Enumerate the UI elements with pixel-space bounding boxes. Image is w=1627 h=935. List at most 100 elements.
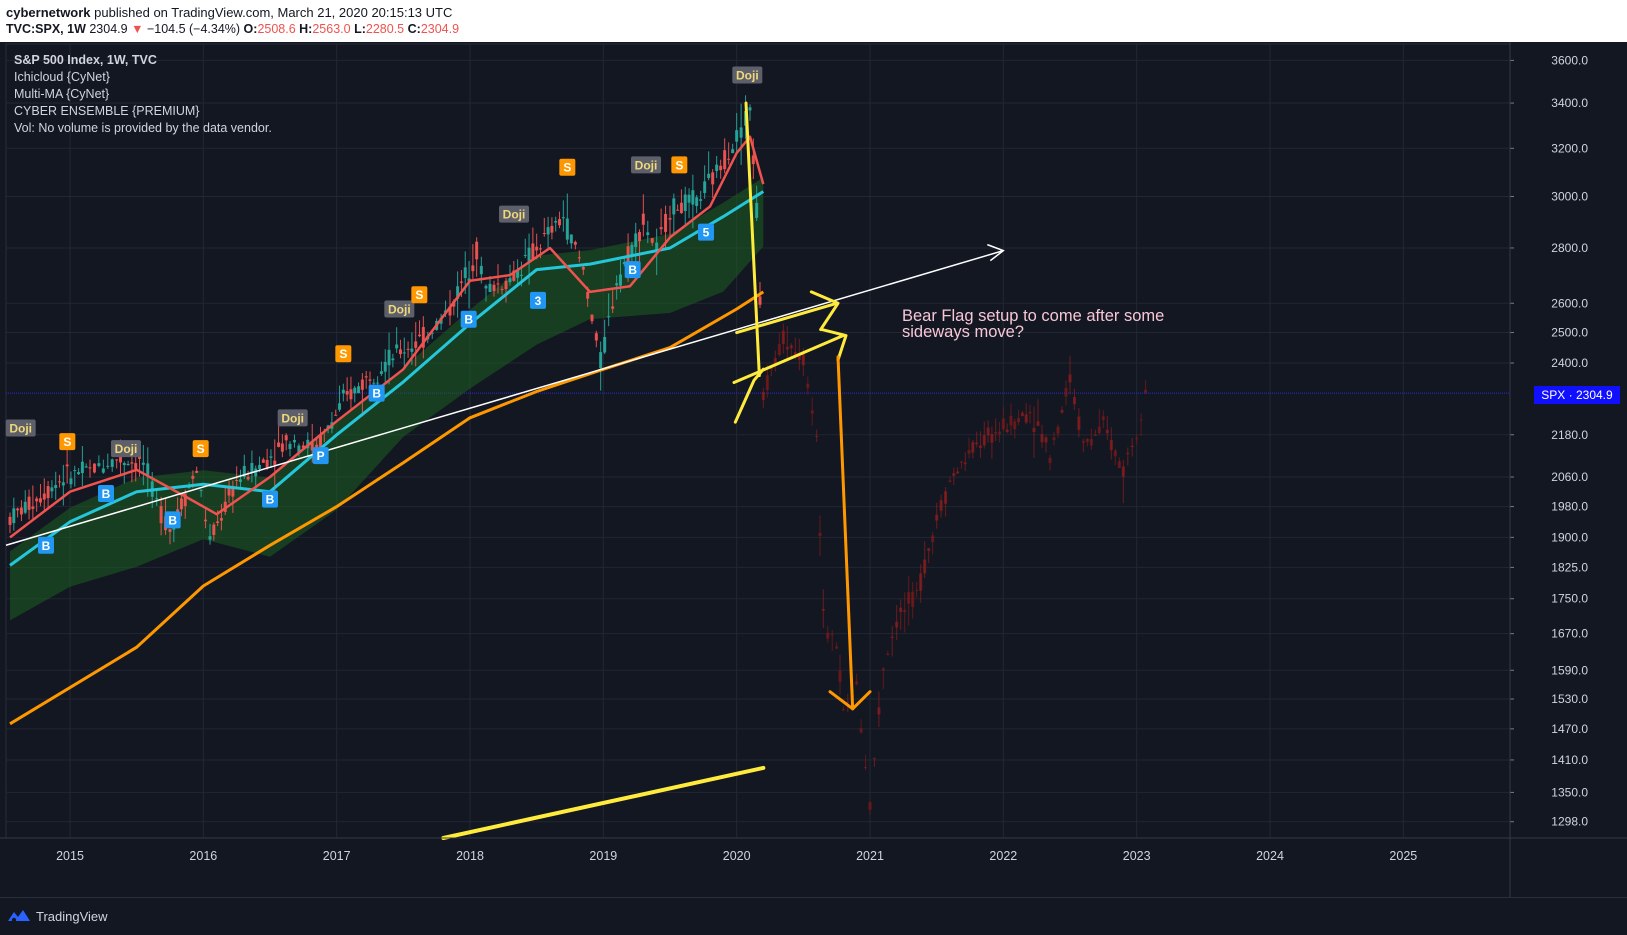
marker-box [530,291,546,309]
price-candle-body [387,349,391,366]
tradingview-logo[interactable]: TradingView [8,907,108,925]
projection-candle-body [1117,461,1121,469]
projection-candle-body [923,559,927,574]
chart-area[interactable] [0,42,1627,897]
price-candle-body [527,247,531,263]
projection-candle-body [971,442,975,453]
annotation-line: sideways move? [902,323,1024,341]
projection-candle-body [919,573,923,591]
price-candle-body [691,190,695,205]
price-candle-body [35,498,39,502]
flag-pole-arrowhead [733,367,765,424]
price-candle-body [748,107,752,111]
flag-upper [735,301,839,335]
projection-candle-body [975,442,979,445]
projection-candle-body [1064,388,1068,397]
projection-candle-body [915,589,919,591]
ma-slow-line [9,290,765,726]
projection-candle-body [1056,426,1060,434]
price-candle-body [715,164,719,172]
price-candle-body [77,472,81,475]
trendline-arrowhead [987,243,1005,262]
projection-candle-body [895,621,899,628]
price-candle-body [73,470,77,472]
price-candle-body [683,194,687,211]
price-candle-body [187,486,191,489]
marker-label: Doji [281,411,304,425]
marker-box [111,440,141,458]
price-candle-body [61,482,65,486]
projection-candle-body [1020,412,1024,417]
projection-candle-body [935,514,939,521]
projection-candle-body [956,471,960,474]
marker-box [38,536,54,554]
legend-title[interactable]: S&P 500 Index, 1W, TVC [14,53,157,67]
price-candle-body [391,358,395,361]
y-tick-label: 2060.0 [1551,470,1588,484]
x-axis[interactable]: 2015 2016 2017 2018 2019 2020 2021 2022 2023 2024… [0,837,1627,863]
brand-name: TradingView [36,908,108,924]
price-candle-body [168,529,172,532]
price-candle-body [353,387,357,394]
price-candle-body [607,316,611,318]
price-chart[interactable]: Doji S Doji S Doji S Doji S Doji S Doji S Doji B B B B P B… [0,42,1627,897]
price-candle-body [106,465,110,467]
legend-item[interactable]: Multi-MA {CyNet} [14,87,110,101]
legend-item[interactable]: Vol: No volume is provided by the data v… [14,121,272,135]
price-candle-body [751,155,755,165]
price-candle-body [31,506,35,509]
price-candle-body [410,348,414,352]
projection-candle-body [1113,450,1117,457]
legend-item[interactable]: Ichicloud {CyNet} [14,70,110,84]
price-candle-body [357,386,361,394]
projection-candle-body [994,432,998,434]
price-candle-body [195,470,199,473]
projection-candle-body [986,427,990,436]
projection-candle-body [911,591,915,607]
projection-candle-body [1017,418,1021,423]
y-axis[interactable]: 3600.0 3400.0 3200.0 3000.0 2800.0 2600.0 2500… [1509,42,1588,897]
projection-candle-body [959,461,963,463]
price-candle-body [638,231,642,242]
price-candle-body [250,462,254,473]
projection-candle-body [1101,416,1105,420]
marker-box [277,409,308,427]
projection-candle-body [1040,434,1044,443]
projection-candle-body [1105,429,1109,434]
marker-box [698,223,714,241]
projection-candle-body [872,757,876,759]
price-candle-body [512,270,516,281]
sell-marker: S [59,433,76,451]
price-candle-body [735,130,739,142]
price-candle-body [496,283,500,285]
price-candle-body [12,508,16,524]
bear-flag-annotation[interactable]: Bear Flag setup to come after some sidew… [902,308,1164,341]
price-candle-body [516,269,520,278]
projection-candle-body [855,681,859,685]
projection-candle-body [841,709,845,711]
projection-candle-body [818,532,822,537]
publish-header: cybernetwork published on TradingView.co… [0,0,1627,42]
projection-candle-body [1081,441,1085,443]
y-tick-label: 3600.0 [1551,53,1588,67]
projection-candle-body [1089,438,1093,446]
support-line [441,765,766,840]
x-tick-label: 2016 [189,849,217,863]
legend-item[interactable]: CYBER ENSEMBLE {PREMIUM} [14,104,200,118]
projection-candle-body [773,358,777,365]
price-candle-body [235,480,239,482]
y-tick-label: 1825.0 [1551,560,1588,574]
ichimoku-cloud [10,177,764,621]
marker-box [59,433,76,451]
price-candle-body [269,456,273,458]
projection-candle-body [978,445,982,448]
marker-label: B [464,313,473,327]
price-candle-body [19,507,23,515]
price-candle-body [558,219,562,226]
y-tick-label: 2800.0 [1551,241,1588,255]
price-candle-body [550,225,554,233]
price-candle-body [467,278,471,281]
author-name[interactable]: cybernetwork [6,5,91,20]
marker-box [98,484,114,502]
price-candle-body [227,487,231,496]
